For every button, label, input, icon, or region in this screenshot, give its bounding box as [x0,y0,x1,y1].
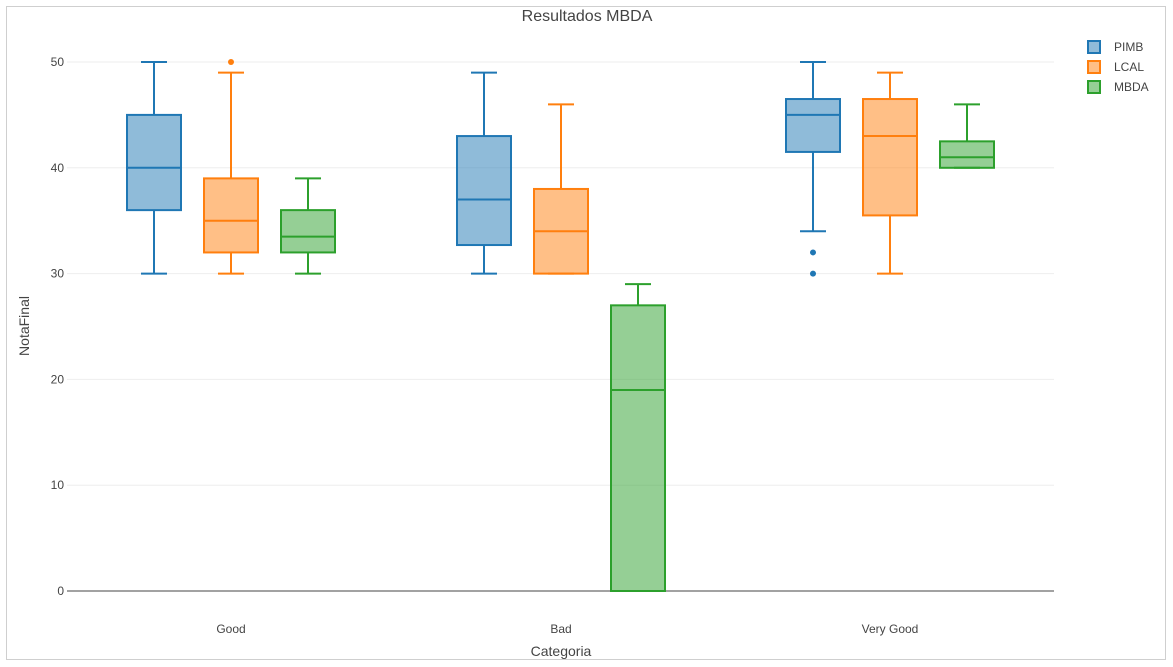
box-pimb-very-good [785,61,841,277]
y-tick-label: 40 [51,161,65,175]
box-iqr [785,98,841,153]
chart-frame [6,6,1166,660]
y-tick-label: 0 [57,584,64,598]
y-axis-title: NotaFinal [16,296,32,356]
box-iqr [610,304,666,592]
outlier-point [228,59,234,65]
y-tick-label: 50 [51,55,65,69]
x-axis-ticks: Good Bad Very Good [216,622,918,636]
legend-label: PIMB [1114,40,1143,54]
chart-title: Resultados MBDA [522,8,653,25]
box-iqr [939,140,995,169]
legend[interactable]: PIMB LCAL MBDA [1087,40,1149,94]
legend-label: MBDA [1114,80,1149,94]
box-lcal-very-good [862,71,918,275]
outlier-point [810,249,816,256]
legend-item-pimb[interactable]: PIMB [1087,40,1143,54]
box-iqr [203,177,259,254]
outlier-point [810,270,816,277]
box-iqr [126,113,182,212]
box-mbda-bad [610,283,666,592]
y-tick-label: 30 [51,267,65,281]
box-mbda-very-good [939,103,995,169]
legend-swatch [1087,80,1101,94]
x-axis-title: Categoria [531,643,592,659]
x-tick-label: Bad [550,622,571,636]
box-lcal-bad [533,103,589,275]
x-tick-label: Very Good [862,622,919,636]
box-iqr [862,98,918,217]
legend-item-lcal[interactable]: LCAL [1087,60,1144,74]
box-series [126,59,995,592]
box-lcal-good [203,59,259,275]
y-tick-label: 10 [51,478,65,492]
y-axis-ticks: 0 10 20 30 40 50 [51,55,65,598]
legend-label: LCAL [1114,60,1144,74]
x-tick-label: Good [216,622,245,636]
y-tick-label: 20 [51,372,65,386]
box-pimb-good [126,61,182,275]
legend-swatch [1087,40,1101,54]
box-mbda-good [280,177,336,275]
legend-swatch [1087,60,1101,74]
legend-item-mbda[interactable]: MBDA [1087,80,1149,94]
box-pimb-bad [456,71,512,275]
box-iqr [280,209,336,254]
box-iqr [456,135,512,247]
